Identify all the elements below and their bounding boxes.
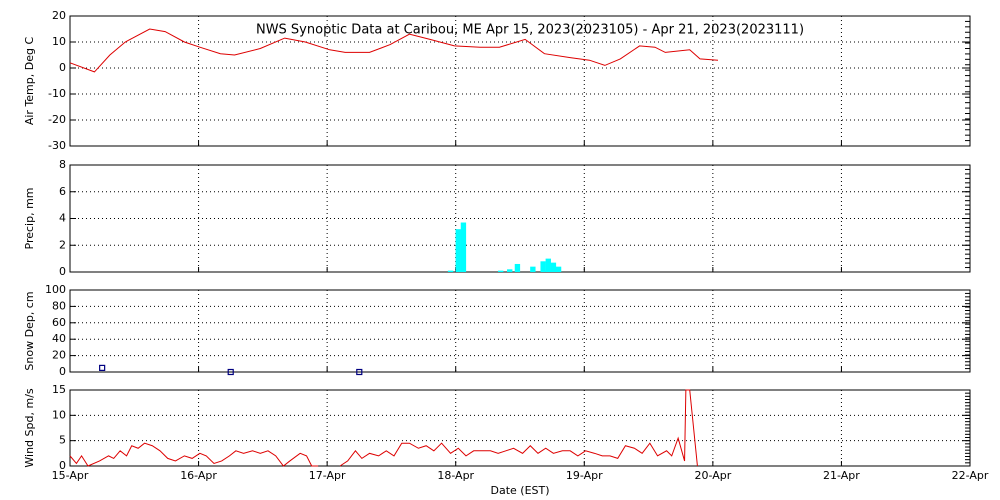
- y-tick-label: 5: [59, 434, 66, 447]
- y-tick-label: 10: [52, 35, 66, 48]
- data-line: [339, 389, 698, 467]
- x-tick-label: 17-Apr: [309, 469, 346, 482]
- point: [227, 368, 234, 376]
- y-tick-label: 20: [52, 349, 66, 362]
- y-tick-label: 20: [52, 9, 66, 22]
- y-tick-label: 8: [59, 158, 66, 171]
- x-tick-label: 21-Apr: [823, 469, 860, 482]
- y-tick-label: 60: [52, 316, 66, 329]
- bar: [507, 269, 513, 272]
- y-axis-label: Air Temp, Deg C: [23, 37, 36, 126]
- x-tick-label: 19-Apr: [566, 469, 603, 482]
- y-axis-label: Wind Spd, m/s: [23, 388, 36, 468]
- y-tick-label: -30: [48, 139, 66, 152]
- data-line: [69, 28, 719, 73]
- y-tick-label: 40: [52, 332, 66, 345]
- bar: [530, 266, 536, 272]
- bar: [460, 222, 467, 272]
- y-tick-label: 2: [59, 238, 66, 251]
- bar: [447, 270, 454, 272]
- bar: [514, 263, 521, 272]
- x-tick-label: 16-Apr: [180, 469, 217, 482]
- point: [99, 364, 106, 371]
- chart-title: NWS Synoptic Data at Caribou, ME Apr 15,…: [256, 23, 804, 38]
- bar: [555, 266, 562, 272]
- bar: [550, 262, 557, 272]
- bar: [545, 258, 551, 272]
- x-tick-label: 18-Apr: [437, 469, 474, 482]
- y-tick-label: 6: [59, 185, 66, 198]
- y-tick-label: 15: [52, 383, 66, 396]
- y-tick-label: 0: [59, 61, 66, 74]
- y-axis-label: Snow Dep, cm: [23, 291, 36, 370]
- y-tick-label: 0: [59, 459, 66, 472]
- y-tick-label: 10: [52, 408, 66, 421]
- y-axis-label: Precip, mm: [23, 188, 36, 250]
- y-tick-label: 100: [45, 283, 66, 296]
- data-line: [69, 442, 319, 467]
- y-tick-label: 4: [59, 212, 66, 225]
- x-tick-label: 20-Apr: [694, 469, 731, 482]
- y-tick-label: 0: [59, 265, 66, 278]
- bar: [540, 261, 546, 272]
- x-tick-label: 22-Apr: [952, 469, 989, 482]
- y-tick-label: -20: [48, 113, 66, 126]
- y-tick-label: -10: [48, 87, 66, 100]
- x-tick-label: 15-Apr: [52, 469, 89, 482]
- x-axis-label: Date (EST): [490, 484, 549, 497]
- y-tick-label: 80: [52, 299, 66, 312]
- point: [356, 368, 363, 376]
- bar: [498, 270, 504, 272]
- y-tick-label: 0: [59, 365, 66, 378]
- bar: [455, 229, 461, 272]
